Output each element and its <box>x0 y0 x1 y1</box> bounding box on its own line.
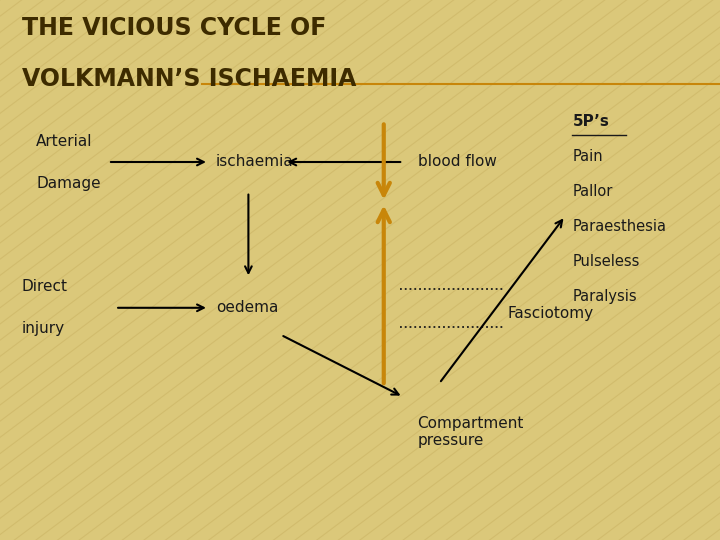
Text: Arterial: Arterial <box>36 133 92 148</box>
Text: Damage: Damage <box>36 176 101 191</box>
Text: 5P’s: 5P’s <box>572 114 609 129</box>
Text: ischaemia: ischaemia <box>216 154 294 170</box>
Text: blood flow: blood flow <box>418 154 497 170</box>
Text: VOLKMANN’S ISCHAEMIA: VOLKMANN’S ISCHAEMIA <box>22 68 356 91</box>
Text: Pain: Pain <box>572 149 603 164</box>
Text: Direct: Direct <box>22 279 68 294</box>
Text: Pulseless: Pulseless <box>572 254 640 269</box>
Text: oedema: oedema <box>216 300 279 315</box>
Text: Fasciotomy: Fasciotomy <box>508 306 594 321</box>
Text: Pallor: Pallor <box>572 184 613 199</box>
Text: THE VICIOUS CYCLE OF: THE VICIOUS CYCLE OF <box>22 16 326 40</box>
Text: injury: injury <box>22 321 65 336</box>
Text: Compartment
pressure: Compartment pressure <box>418 416 524 448</box>
Text: Paraesthesia: Paraesthesia <box>572 219 667 234</box>
Text: Paralysis: Paralysis <box>572 289 637 305</box>
